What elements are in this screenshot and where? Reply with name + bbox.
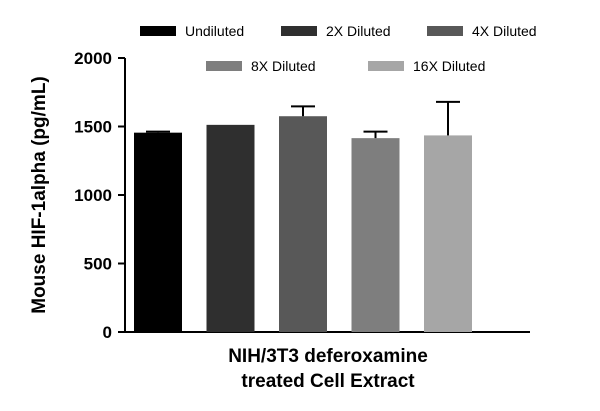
legend-label-2: 2X Diluted xyxy=(326,23,391,39)
legend-label-5: 16X Diluted xyxy=(413,58,485,74)
legend-label-4: 8X Diluted xyxy=(251,58,316,74)
legend-swatch-5 xyxy=(368,61,404,71)
y-axis: 0 500 1000 1500 2000 xyxy=(74,49,126,342)
bar-2 xyxy=(206,124,255,332)
y-tick-label: 1000 xyxy=(74,186,112,205)
legend-label-1: Undiluted xyxy=(185,23,244,39)
legend-swatch-2 xyxy=(281,26,317,36)
x-axis-title-line-2: treated Cell Extract xyxy=(241,371,415,392)
legend-swatch-1 xyxy=(140,26,176,36)
legend-swatch-4 xyxy=(206,61,242,71)
bar-5 xyxy=(424,135,472,332)
y-tick-label: 2000 xyxy=(74,49,112,68)
bars xyxy=(134,100,472,332)
y-tick-label: 1500 xyxy=(74,118,112,137)
legend-swatch-3 xyxy=(427,26,463,36)
legend: Undiluted 2X Diluted 4X Diluted 8X Diluted 1… xyxy=(140,23,537,74)
y-tick-label: 0 xyxy=(103,323,112,342)
x-axis-title-line-1: NIH/3T3 deferoxamine xyxy=(228,346,428,367)
bar-4 xyxy=(351,138,400,332)
bar-1 xyxy=(134,132,182,332)
y-axis-title: Mouse HIF-1alpha (pg/mL) xyxy=(29,76,50,314)
bar-3 xyxy=(279,116,327,332)
legend-label-3: 4X Diluted xyxy=(472,23,537,39)
y-tick-label: 500 xyxy=(84,255,112,274)
